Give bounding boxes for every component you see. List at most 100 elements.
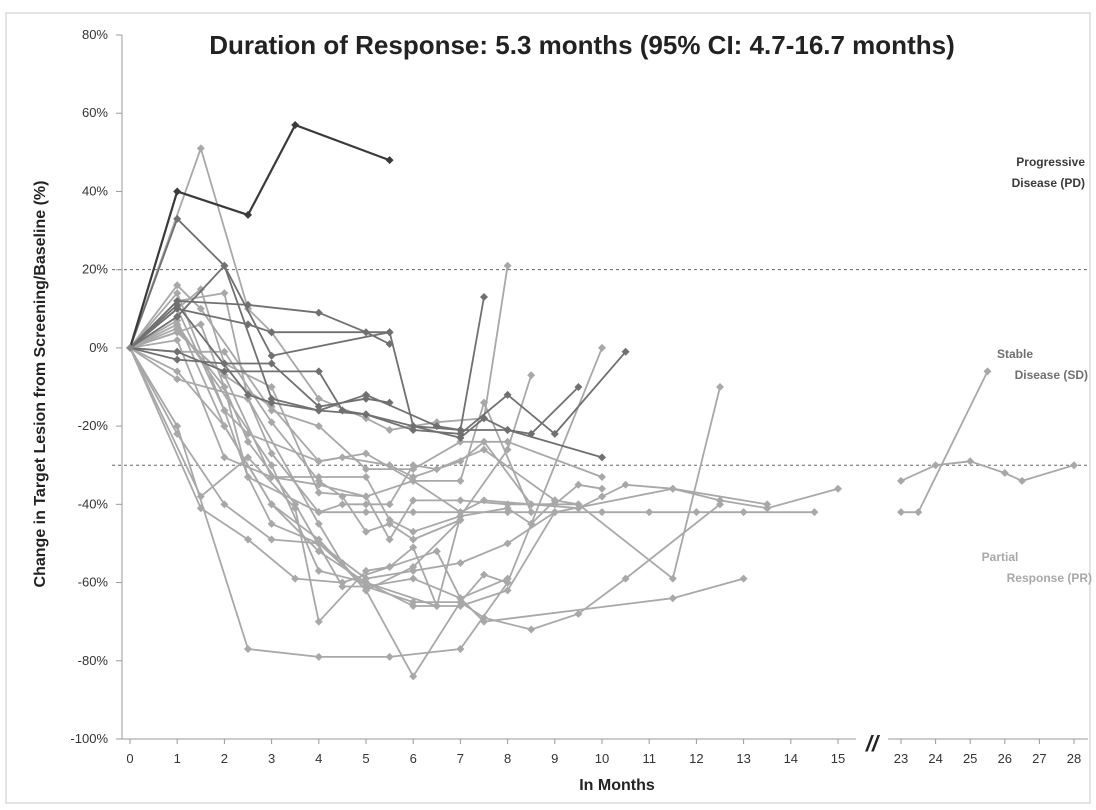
data-point (621, 574, 630, 583)
data-point (220, 347, 229, 356)
annotations: Progressive Disease (PD) Stable Disease (SD… (982, 155, 1092, 585)
data-point (314, 547, 323, 556)
data-point (244, 320, 252, 329)
axes: -100%-80%-60%-40%-20%0%20%40%60%80%0 1 2 3 4… (70, 27, 1088, 766)
data-point (196, 285, 205, 294)
data-point (173, 300, 182, 309)
data-point (314, 308, 323, 317)
data-point (527, 371, 536, 380)
x-tick-label: 14 (784, 751, 798, 766)
data-point (621, 480, 630, 489)
data-point (244, 437, 252, 446)
data-point (574, 480, 583, 489)
data-point (314, 406, 323, 415)
data-point (173, 422, 182, 431)
series-line (129, 319, 768, 607)
y-axis-title: Change in Target Lesion from Screening/B… (32, 181, 49, 588)
y-tick-label: 0% (89, 340, 108, 355)
y-tick-label: 20% (82, 262, 108, 277)
data-point (173, 336, 182, 345)
x-tick-label: 5 (362, 751, 369, 766)
data-point (267, 351, 276, 360)
data-point (456, 645, 465, 654)
data-point (314, 539, 323, 548)
data-point (314, 508, 323, 517)
data-point (598, 484, 606, 493)
data-point (409, 496, 418, 505)
data-point (503, 586, 512, 595)
x-tick-label: 9 (551, 751, 558, 766)
data-point (220, 453, 229, 462)
data-point (432, 547, 441, 556)
data-point (173, 289, 182, 298)
data-point (385, 535, 394, 544)
data-point (314, 422, 323, 431)
data-point (314, 519, 323, 528)
data-point (574, 609, 583, 618)
y-tick-label: -80% (78, 653, 109, 668)
data-point (1070, 461, 1078, 470)
data-point (267, 359, 276, 368)
data-point (362, 390, 370, 399)
data-point (338, 582, 347, 591)
data-point (1018, 476, 1027, 485)
data-point (173, 214, 182, 223)
x-tick-label: 8 (504, 751, 511, 766)
data-point (385, 500, 394, 509)
y-tick-label: -100% (70, 731, 108, 746)
data-point (480, 445, 488, 454)
data-point (173, 281, 182, 290)
data-point (621, 347, 630, 356)
data-point (314, 457, 323, 466)
data-point (598, 472, 606, 481)
data-point (267, 519, 276, 528)
data-point (362, 465, 370, 474)
data-point (220, 406, 229, 415)
data-point (314, 476, 323, 485)
data-point (456, 476, 465, 485)
data-point (456, 457, 465, 466)
data-point (291, 120, 300, 129)
data-point (409, 672, 418, 681)
data-point (598, 492, 606, 501)
data-point (362, 449, 370, 458)
x-tick-label: 6 (410, 751, 417, 766)
data-point (314, 617, 323, 626)
data-point (244, 390, 252, 399)
data-point (456, 602, 465, 611)
data-point (267, 535, 276, 544)
data-point (267, 461, 276, 470)
data-point (173, 187, 182, 196)
data-point (338, 492, 347, 501)
data-point (456, 594, 465, 603)
series-line (129, 300, 391, 349)
annotation-sd: Stable (997, 347, 1033, 361)
data-point (362, 527, 370, 536)
annotation-pd: Disease (PD) (1012, 176, 1085, 190)
data-point (480, 617, 488, 626)
data-point (244, 645, 252, 654)
data-point (220, 500, 229, 509)
annotation-pr: Partial (982, 550, 1019, 564)
data-point (527, 508, 536, 517)
data-point (409, 602, 418, 611)
data-point (550, 508, 559, 517)
data-point (173, 355, 182, 364)
data-point (314, 566, 323, 575)
data-point (716, 383, 724, 391)
chart-title: Duration of Response: 5.3 months (95% CI… (209, 30, 954, 60)
data-point (810, 508, 819, 517)
series-line (129, 339, 556, 533)
data-point (362, 410, 370, 419)
data-point (385, 652, 394, 661)
x-tick-label: 10 (595, 751, 609, 766)
data-point (362, 566, 370, 575)
data-point (503, 504, 512, 513)
data-point (244, 210, 252, 219)
data-point (338, 500, 347, 509)
data-point (196, 492, 205, 501)
data-point (291, 574, 300, 583)
data-point (267, 398, 276, 407)
data-point (385, 328, 394, 337)
